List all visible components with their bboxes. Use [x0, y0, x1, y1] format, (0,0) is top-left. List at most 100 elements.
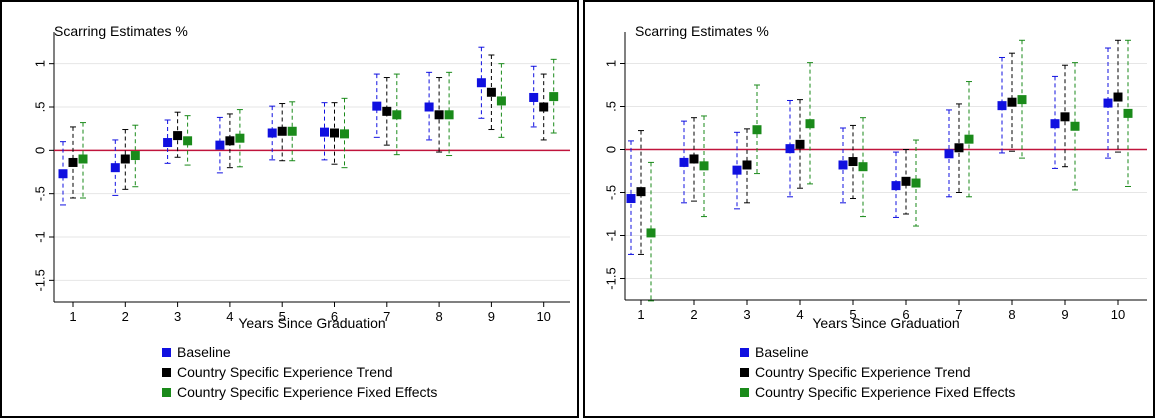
- data-point: [163, 138, 173, 148]
- legend-item-fixed: Country Specific Experience Fixed Effect…: [162, 384, 437, 400]
- legend-swatch-baseline: [740, 347, 749, 357]
- data-point: [858, 162, 868, 172]
- data-point: [838, 160, 848, 170]
- data-point: [215, 140, 225, 150]
- data-point: [646, 228, 656, 238]
- data-point: [183, 136, 193, 146]
- legend-item-trend: Country Specific Experience Trend: [740, 364, 971, 380]
- legend-item-baseline: Baseline: [740, 344, 809, 360]
- data-point: [173, 131, 183, 141]
- data-point: [795, 139, 805, 149]
- data-point: [340, 129, 349, 139]
- legend-label: Baseline: [177, 344, 231, 360]
- legend-swatch-baseline: [162, 347, 171, 357]
- data-point: [267, 128, 277, 138]
- legend-swatch-trend: [740, 367, 749, 377]
- data-point: [486, 87, 496, 97]
- x-tick-label: 4: [226, 309, 233, 324]
- y-tick-label: 0: [33, 147, 48, 154]
- chart-right: Scarring Estimates % 1 .5 0 -.5 -1 -1.5 1 2 3 4 5 6 7…: [604, 23, 1147, 331]
- legend-label: Country Specific Experience Fixed Effect…: [755, 384, 1016, 400]
- y-tick-label: -1.5: [604, 267, 619, 289]
- data-point: [636, 187, 646, 197]
- data-point: [1113, 92, 1123, 102]
- data-point: [1123, 108, 1133, 118]
- x-tick-label: 7: [955, 307, 962, 322]
- data-point: [434, 110, 444, 120]
- data-point: [382, 106, 392, 116]
- x-tick-label: 3: [174, 309, 181, 324]
- legend-item-fixed: Country Specific Experience Fixed Effect…: [740, 384, 1015, 400]
- data-point: [320, 127, 329, 137]
- data-point: [110, 163, 120, 173]
- data-point: [225, 136, 235, 146]
- data-point: [120, 154, 130, 164]
- x-axis-label: Years Since Graduation: [812, 315, 959, 331]
- data-point: [1103, 98, 1113, 108]
- data-point: [785, 144, 795, 154]
- data-point: [752, 125, 762, 135]
- legend-item-trend: Country Specific Experience Trend: [162, 364, 393, 380]
- x-tick-label: 5: [849, 307, 856, 322]
- y-tick-label: .5: [604, 101, 619, 112]
- data-point: [732, 165, 742, 175]
- legend-item-baseline: Baseline: [162, 344, 231, 360]
- y-tick-label: 0: [604, 146, 619, 153]
- y-tick-label: 1: [604, 60, 619, 67]
- data-point: [1050, 119, 1060, 129]
- x-tick-label: 10: [536, 309, 550, 324]
- x-tick-label: 1: [637, 307, 644, 322]
- data-point: [235, 133, 245, 143]
- data-point: [679, 157, 689, 167]
- y-tick-label: -1: [604, 230, 619, 242]
- chart-panel-left: Scarring Estimates % 1 .5 0 -.5 -1 -1.5 1 2 3 4 5 6 7…: [0, 0, 579, 418]
- legend-label: Country Specific Experience Fixed Effect…: [177, 384, 438, 400]
- y-tick-label: -.5: [33, 186, 48, 201]
- data-point: [444, 110, 454, 120]
- data-point: [424, 102, 434, 112]
- y-tick-label: -.5: [604, 185, 619, 200]
- data-point: [997, 101, 1007, 111]
- data-point: [944, 149, 954, 159]
- data-point: [1007, 97, 1017, 107]
- data-point: [496, 96, 506, 106]
- data-point: [742, 160, 752, 170]
- y-tick-label: -1.5: [33, 269, 48, 291]
- x-tick-label: 5: [279, 309, 286, 324]
- x-tick-label: 9: [1061, 307, 1068, 322]
- data-point: [392, 110, 402, 120]
- data-point: [78, 154, 88, 164]
- y-tick-label: -1: [33, 231, 48, 243]
- legend-label: Baseline: [755, 344, 809, 360]
- data-point: [130, 151, 140, 161]
- data-point: [476, 78, 486, 88]
- data-point: [549, 92, 559, 102]
- data-point: [901, 176, 911, 186]
- x-tick-label: 2: [690, 307, 697, 322]
- chart-title: Scarring Estimates %: [54, 23, 188, 39]
- data-point: [287, 126, 297, 136]
- x-tick-label: 4: [796, 307, 803, 322]
- x-tick-label: 7: [383, 309, 390, 324]
- data-point: [689, 154, 699, 164]
- legend-label: Country Specific Experience Trend: [177, 364, 393, 380]
- data-point: [805, 119, 815, 129]
- legend-label: Country Specific Experience Trend: [755, 364, 971, 380]
- x-tick-label: 6: [331, 309, 338, 324]
- data-point: [1070, 121, 1080, 131]
- x-tick-label: 1: [69, 309, 76, 324]
- data-point: [911, 178, 921, 188]
- data-point: [699, 161, 709, 171]
- data-point: [891, 181, 901, 191]
- chart-title: Scarring Estimates %: [635, 23, 769, 39]
- x-tick-label: 6: [902, 307, 909, 322]
- x-tick-label: 8: [1008, 307, 1015, 322]
- data-point: [539, 102, 549, 112]
- y-tick-label: 1: [33, 60, 48, 67]
- x-tick-label: 3: [743, 307, 750, 322]
- legend-swatch-fixed: [162, 387, 171, 397]
- x-tick-label: 8: [435, 309, 442, 324]
- x-tick-label: 9: [488, 309, 495, 324]
- legend-swatch-trend: [162, 367, 171, 377]
- data-point: [330, 128, 339, 138]
